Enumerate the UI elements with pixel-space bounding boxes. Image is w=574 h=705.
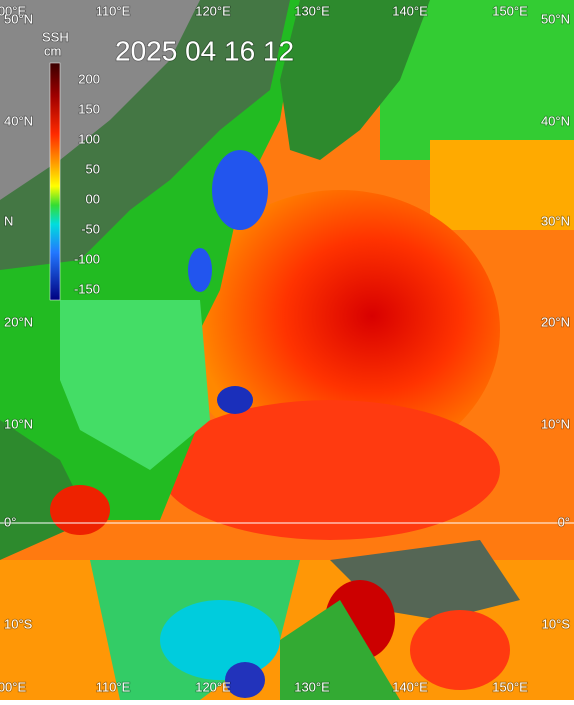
- lat-label: N: [4, 213, 13, 228]
- lon-label: 00°E: [0, 679, 26, 694]
- colorbar-label: 200: [78, 71, 100, 86]
- lat-label: 40°N: [4, 113, 33, 128]
- lon-label: 130°E: [294, 3, 330, 18]
- lat-label: 40°N: [541, 113, 570, 128]
- lon-label: 110°E: [96, 679, 131, 694]
- axis-labels: 00°E 110°E 120°E 130°E 140°E 150°E 00°E 110°E 12…: [0, 3, 571, 696]
- lon-label: 00°E: [0, 3, 26, 18]
- lon-label: 120°E: [195, 3, 231, 18]
- colorbar-label: -50: [81, 221, 100, 236]
- colorbar-label: 00: [86, 191, 100, 206]
- lat-label: 50°N: [541, 11, 570, 26]
- date-title: 2025 04 16 12: [115, 35, 294, 66]
- colorbar: [49, 62, 61, 301]
- lat-label: 30°N: [541, 213, 570, 228]
- lon-label: 110°E: [96, 3, 131, 18]
- colorbar-unit: cm: [44, 43, 61, 58]
- lon-label: 150°E: [492, 3, 528, 18]
- lon-label: 140°E: [392, 679, 428, 694]
- colorbar-label: 100: [78, 131, 100, 146]
- lat-label: 20°N: [4, 314, 33, 329]
- colorbar-title: SSH: [42, 29, 69, 44]
- lon-label: 120°E: [195, 679, 231, 694]
- colorbar-label: 50: [86, 161, 100, 176]
- lat-label: 10°N: [4, 416, 33, 431]
- colorbar-label: -150: [74, 281, 100, 296]
- lat-label: 10°S: [4, 616, 33, 631]
- colorbar-labels: 200 150 100 50 00 -50 -100 -150: [73, 71, 101, 298]
- lon-label: 130°E: [294, 679, 330, 694]
- colorbar-label: 150: [78, 101, 100, 116]
- colorbar-label: -100: [74, 251, 100, 266]
- lat-label: 0°: [4, 514, 16, 529]
- lat-label: 10°S: [542, 616, 571, 631]
- lon-label: 140°E: [392, 3, 428, 18]
- lat-label: 10°N: [541, 416, 570, 431]
- lat-label: 50°N: [4, 11, 33, 26]
- lat-label: 0°: [558, 514, 570, 529]
- lon-label: 150°E: [492, 679, 528, 694]
- lat-label: 20°N: [541, 314, 570, 329]
